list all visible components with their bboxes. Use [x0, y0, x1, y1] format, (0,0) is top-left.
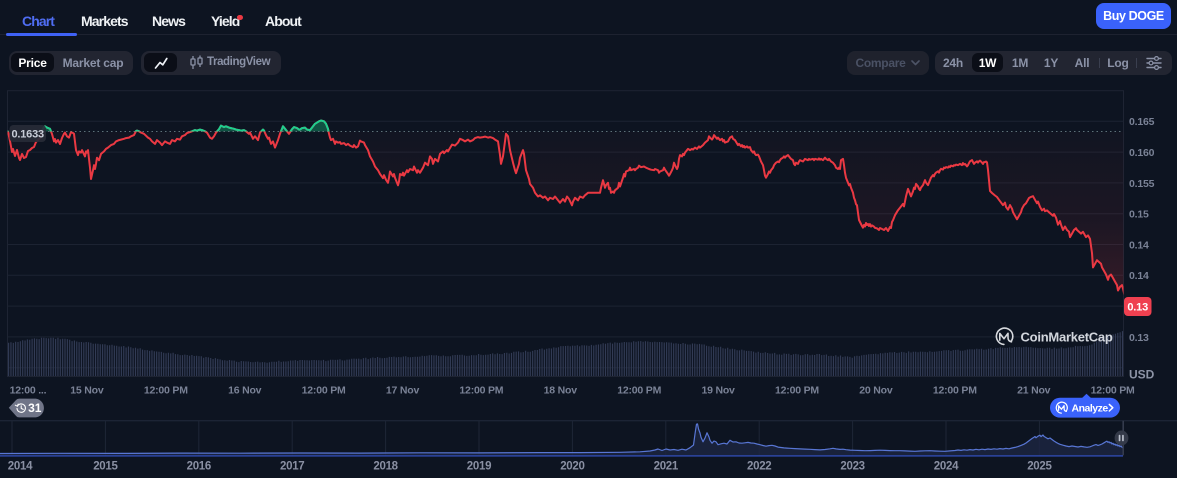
svg-text:Analyze: Analyze [1072, 403, 1109, 415]
svg-text:0.13: 0.13 [1127, 301, 1148, 313]
svg-text:USD: USD [1129, 368, 1155, 382]
svg-text:2020: 2020 [560, 461, 584, 473]
svg-text:2022: 2022 [747, 461, 771, 473]
svg-text:19 Nov: 19 Nov [701, 385, 735, 397]
svg-text:15 Nov: 15 Nov [70, 385, 104, 397]
svg-text:16 Nov: 16 Nov [228, 385, 262, 397]
svg-text:0.13: 0.13 [1129, 332, 1149, 344]
svg-text:12:00 PM: 12:00 PM [144, 385, 188, 397]
svg-text:18 Nov: 18 Nov [544, 385, 578, 397]
svg-text:12:00 PM: 12:00 PM [459, 385, 503, 397]
svg-text:12:00 ...: 12:00 ... [10, 385, 47, 397]
svg-text:2018: 2018 [373, 461, 398, 473]
svg-text:21 Nov: 21 Nov [1017, 385, 1051, 397]
svg-text:12:00 PM: 12:00 PM [1091, 385, 1135, 397]
svg-text:0.155: 0.155 [1129, 178, 1155, 190]
svg-text:2017: 2017 [280, 461, 304, 473]
svg-text:17 Nov: 17 Nov [386, 385, 420, 397]
svg-text:0.14: 0.14 [1129, 239, 1149, 251]
svg-text:0.160: 0.160 [1129, 147, 1155, 159]
svg-text:12:00 PM: 12:00 PM [775, 385, 819, 397]
svg-text:0.14: 0.14 [1129, 270, 1149, 282]
svg-text:0.1633: 0.1633 [11, 128, 44, 140]
svg-text:12:00 PM: 12:00 PM [617, 385, 661, 397]
svg-text:2021: 2021 [654, 461, 679, 473]
svg-text:2025: 2025 [1027, 461, 1052, 473]
svg-text:31: 31 [28, 401, 42, 415]
svg-text:0.15: 0.15 [1129, 209, 1149, 221]
svg-text:2016: 2016 [187, 461, 211, 473]
svg-text:2014: 2014 [8, 461, 33, 473]
svg-text:2024: 2024 [934, 461, 959, 473]
svg-text:12:00 PM: 12:00 PM [302, 385, 346, 397]
svg-text:2023: 2023 [840, 461, 864, 473]
svg-text:2015: 2015 [93, 461, 118, 473]
svg-text:CoinMarketCap: CoinMarketCap [1021, 329, 1113, 344]
svg-text:12:00 PM: 12:00 PM [933, 385, 977, 397]
svg-text:2019: 2019 [467, 461, 491, 473]
svg-text:20 Nov: 20 Nov [859, 385, 893, 397]
svg-text:0.165: 0.165 [1129, 116, 1155, 128]
